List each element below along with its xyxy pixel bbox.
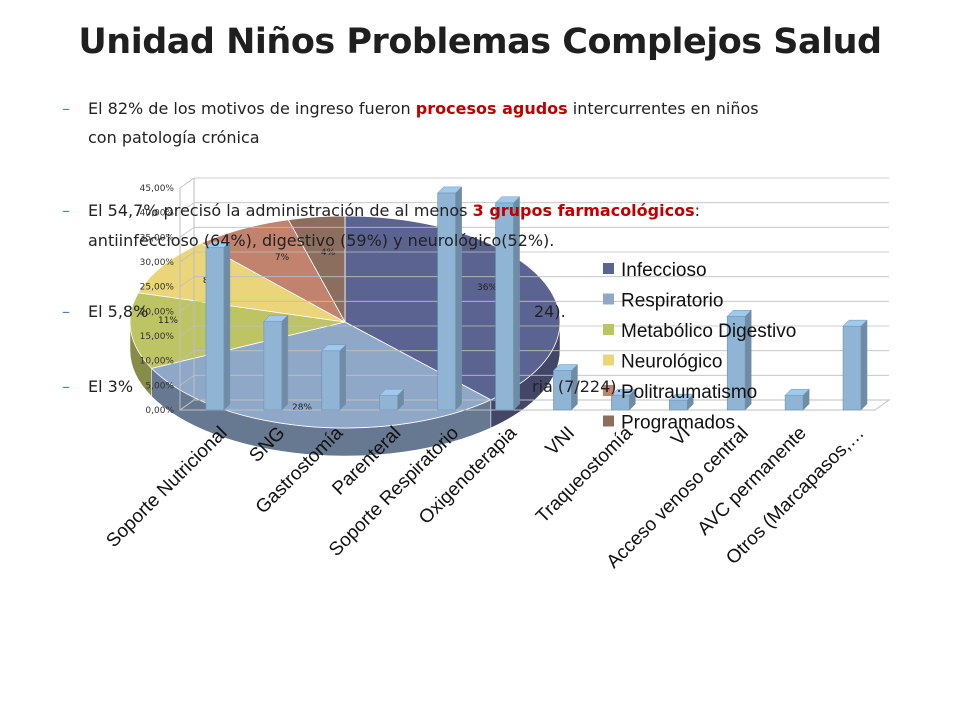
y-tick-label: 25,00%	[140, 283, 175, 293]
bar-top-9	[726, 310, 752, 317]
pie-data-label: 11%	[158, 316, 178, 326]
bar-top-4	[437, 186, 463, 194]
y-tick-label: 45,00%	[140, 184, 175, 194]
bar-4	[437, 192, 456, 411]
bar-side-6	[571, 363, 578, 411]
bar-5	[495, 202, 514, 411]
grid-side	[179, 227, 195, 238]
pie-data-label: 28%	[292, 403, 312, 413]
bar-top-3	[379, 388, 405, 396]
pie-slice-metab-lico-digestivo	[129, 292, 346, 369]
legend-label: Programados	[621, 413, 735, 434]
pie-data-label: 7%	[275, 253, 290, 263]
pie-data-label: 36%	[477, 283, 497, 293]
bar-top-11	[842, 319, 868, 327]
legend-swatch	[603, 385, 614, 396]
bar-top-6	[552, 364, 579, 371]
bar-top-2	[321, 344, 347, 352]
y-tick-label: 20,00%	[140, 307, 175, 317]
legend-swatch	[603, 293, 614, 305]
y-tick-label: 10,00%	[140, 357, 175, 367]
bar-2	[321, 350, 341, 411]
bar-side-0	[223, 240, 231, 411]
legend-swatch	[603, 263, 614, 274]
pie-slice-programados	[287, 215, 346, 323]
pie-legend: Infeccioso Respiratorio Metabólico Digesti…	[603, 260, 796, 434]
grid-side	[179, 251, 195, 263]
legend-swatch	[603, 354, 614, 366]
bar-top-7	[610, 388, 636, 396]
y-tick-label: 35,00%	[140, 233, 175, 243]
bar-top-1	[263, 314, 289, 322]
bar-top-0	[205, 240, 231, 248]
legend-swatch	[603, 324, 614, 335]
y-tick-label: 15,00%	[140, 332, 175, 342]
x-category-label: AVC permanente	[694, 423, 811, 540]
bar-side-4	[455, 186, 462, 411]
bar-side-2	[339, 344, 347, 411]
bar-0	[205, 246, 225, 411]
slide-title: Unidad Niños Problemas Complejos Salud	[78, 22, 882, 62]
pie-slice-politraumatismo	[200, 219, 347, 324]
grid-side	[179, 375, 195, 386]
x-category-label: VNI	[542, 423, 579, 460]
bar-top-8	[668, 393, 694, 401]
y-tick-label: 5,00%	[145, 381, 174, 391]
grid-side	[179, 399, 195, 411]
grid-side	[179, 301, 195, 312]
legend-swatch	[603, 415, 614, 427]
legend-label: Politraumatismo	[621, 382, 757, 403]
y-tick-label: 0,00%	[145, 406, 174, 416]
bar-11	[842, 325, 862, 411]
bar-side-1	[281, 314, 289, 411]
bar-top-5	[494, 196, 521, 204]
legend-label: Respiratorio	[621, 291, 723, 312]
grid-side	[179, 177, 195, 189]
bar-6	[553, 370, 572, 411]
bar-1	[263, 320, 283, 411]
grid-side	[179, 202, 195, 213]
pie-data-label: 4%	[321, 248, 336, 258]
x-category-label: Soporte Nutricional	[102, 423, 231, 552]
y-tick-label: 40,00%	[140, 209, 175, 219]
bar-3	[379, 394, 399, 411]
grid-side	[179, 325, 195, 337]
grid-side	[179, 350, 195, 361]
legend-label: Neurológico	[621, 352, 722, 373]
bar-top-10	[784, 388, 810, 396]
pie-slice-neurol-gico	[137, 242, 346, 323]
grid-side	[179, 276, 195, 287]
legend-label: Metabólico Digestivo	[621, 321, 796, 342]
legend-label: Infeccioso	[621, 260, 707, 281]
bar-side-5	[513, 196, 520, 411]
bar-10	[784, 394, 804, 411]
y-tick-label: 30,00%	[140, 258, 175, 268]
bar-side-11	[860, 319, 868, 411]
